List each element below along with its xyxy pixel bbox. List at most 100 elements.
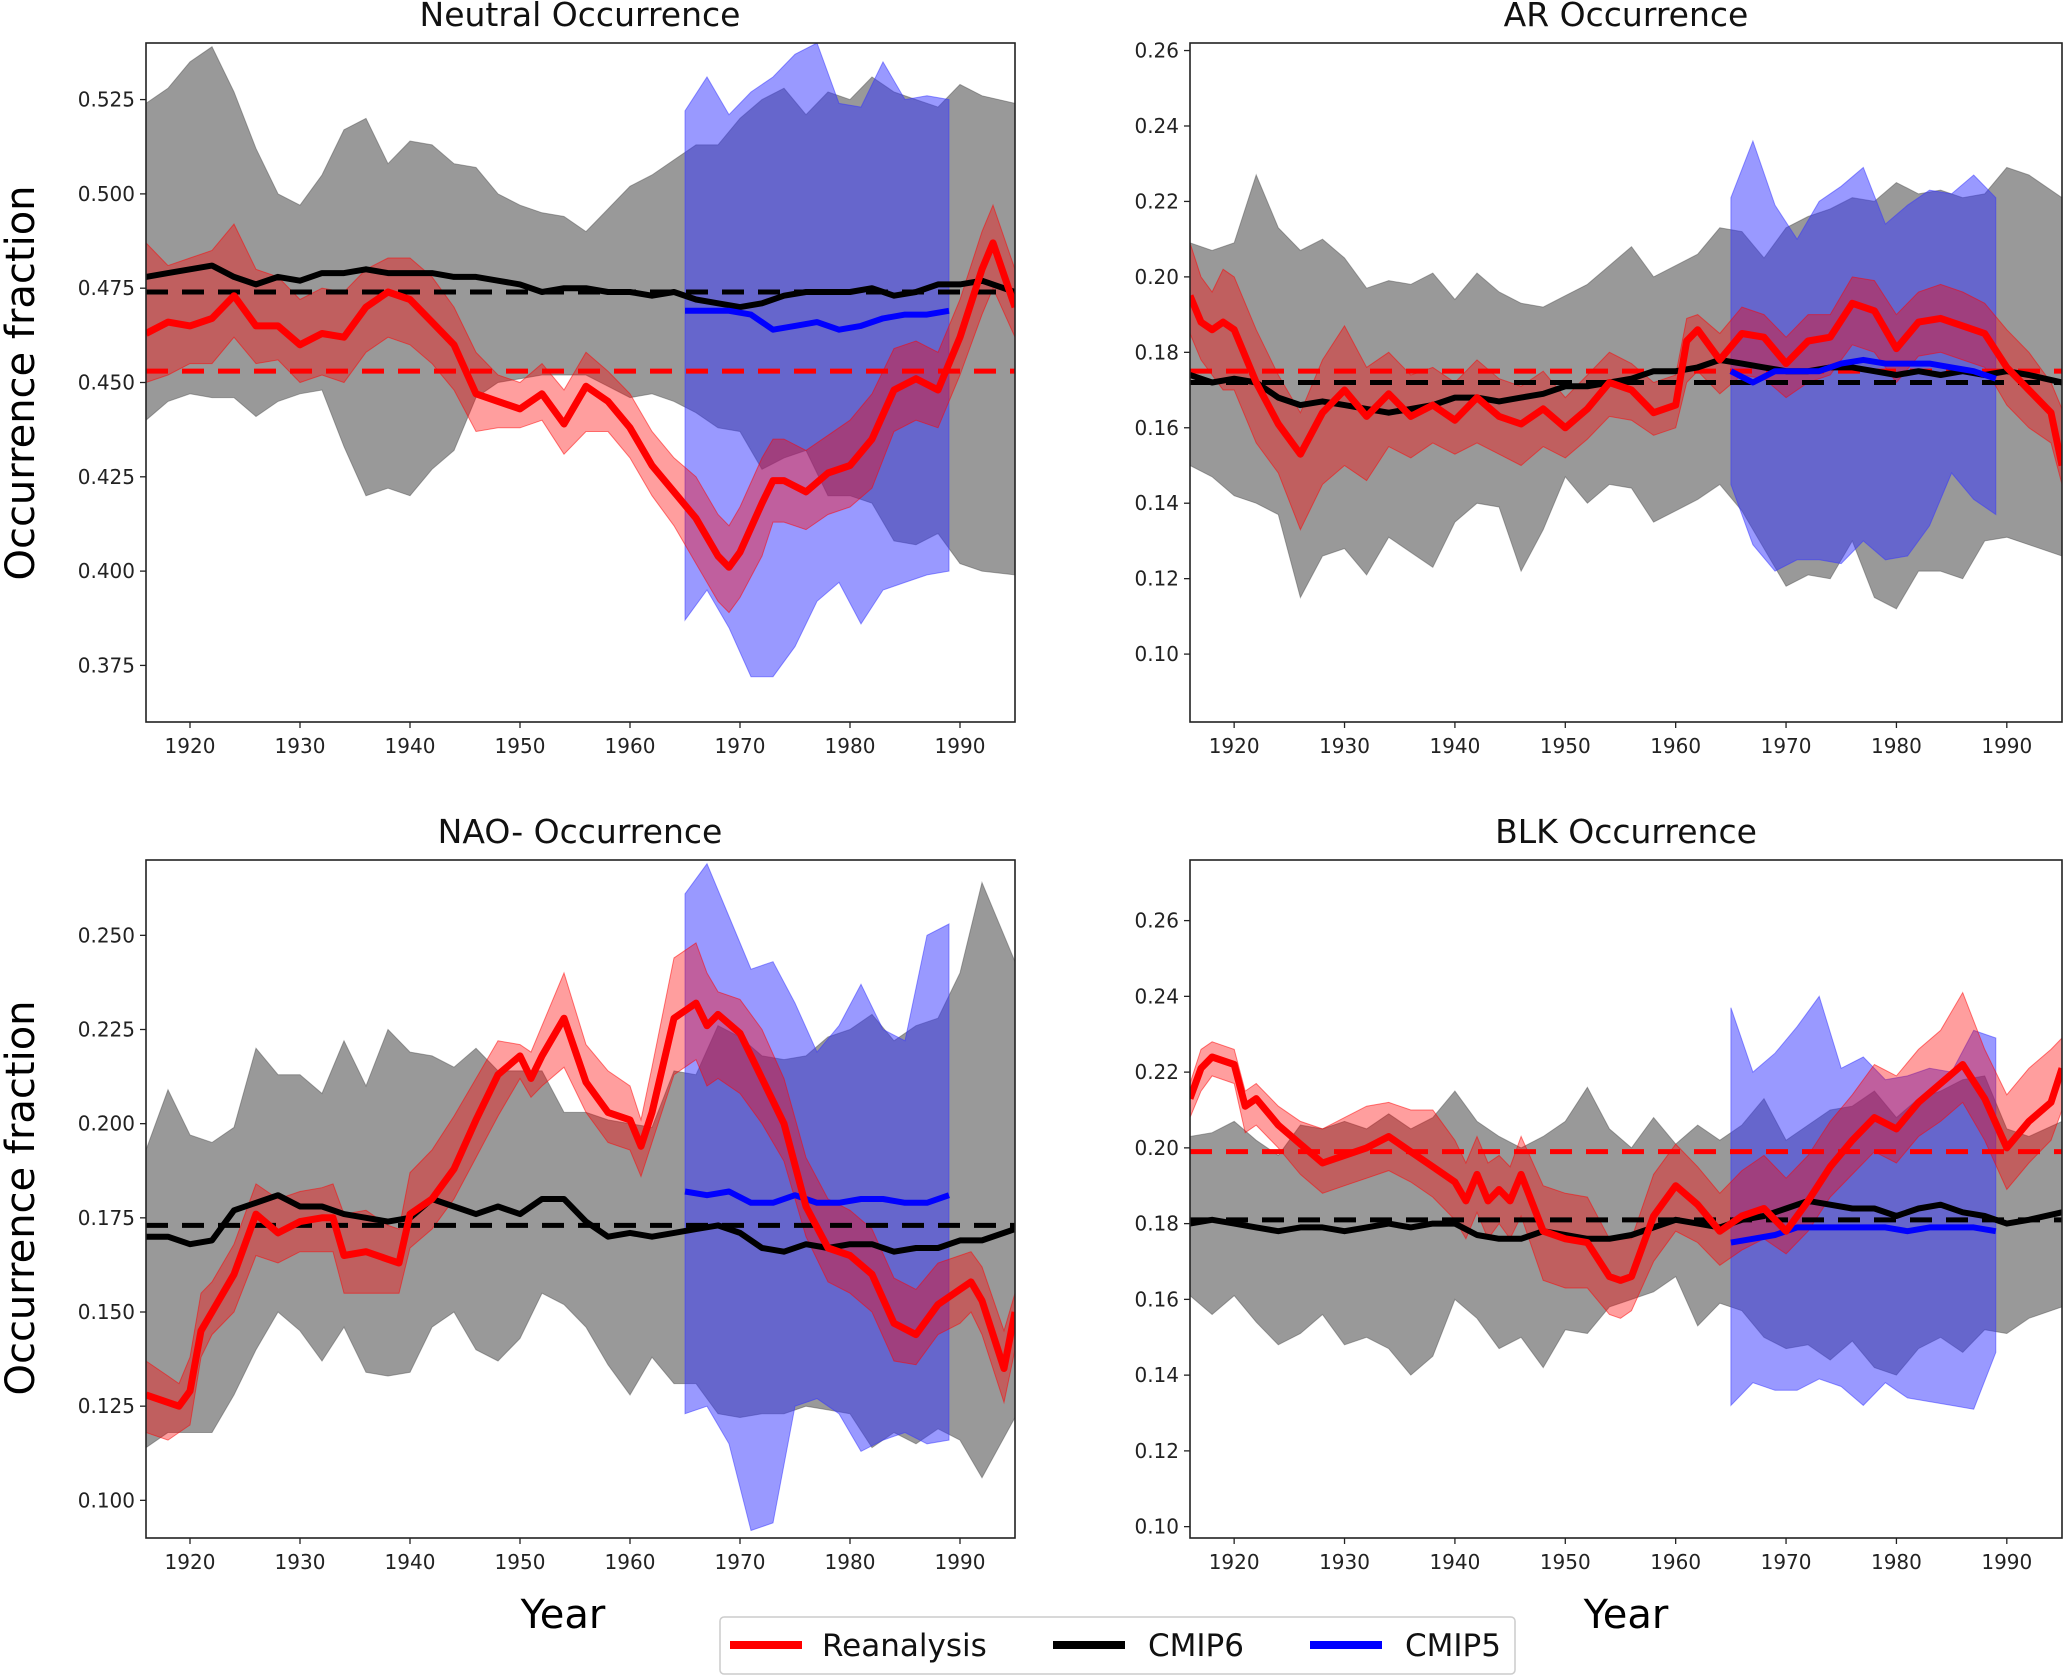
band-cmip5: [684, 862, 950, 1532]
y-tick-label: 0.375: [78, 653, 135, 677]
plot-content: [1190, 139, 2062, 610]
y-tick-label: 0.250: [78, 923, 135, 947]
x-tick-label: 1950: [1540, 734, 1591, 758]
y-tick-label: 0.16: [1134, 1287, 1179, 1311]
y-axis-label-bottom: Occurrence fraction: [0, 1000, 44, 1395]
y-tick-label: 0.12: [1134, 1439, 1179, 1463]
x-tick-label: 1930: [275, 1550, 326, 1574]
y-tick-label: 0.525: [78, 88, 135, 112]
line-reanalysis: [146, 999, 1015, 1410]
x-tick-label: 1950: [1540, 1550, 1591, 1574]
x-tick-label: 1980: [1871, 734, 1922, 758]
legend-label-cmip6: CMIP6: [1148, 1628, 1244, 1664]
y-tick-label: 0.175: [78, 1206, 135, 1230]
x-tick-label: 1990: [1981, 734, 2032, 758]
x-tick-label: 1950: [495, 734, 546, 758]
x-tick-label: 1990: [935, 734, 986, 758]
panel-ar-occurrence: 1920 1930 1940 1950 1960 1970 1980 1990 0.10 0.12…: [1134, 39, 2063, 758]
x-tick-label: 1950: [495, 1550, 546, 1574]
legend-label-cmip5: CMIP5: [1405, 1628, 1501, 1664]
panel-title-blk: BLK Occurrence: [1495, 812, 1757, 851]
band-reanalysis: [146, 942, 1015, 1441]
panel-title-ar: AR Occurrence: [1504, 0, 1749, 34]
plot-content: [1190, 991, 2062, 1410]
legend: Reanalysis CMIP6 CMIP5: [719, 1616, 1516, 1675]
line-reanalysis: [1190, 1053, 2062, 1284]
y-tick-label: 0.14: [1134, 491, 1179, 515]
y-tick-label: 0.22: [1134, 1060, 1179, 1084]
y-tick-label: 0.14: [1134, 1363, 1179, 1387]
x-axis-label-left: Year: [520, 1592, 606, 1638]
x-tick-label: 1940: [385, 734, 436, 758]
line-cmip5: [684, 1188, 950, 1206]
line-cmip6: [146, 262, 1015, 311]
y-tick-label: 0.18: [1134, 340, 1179, 364]
line-cmip6: [1190, 1197, 2062, 1242]
band-reanalysis: [1190, 991, 2062, 1319]
y-tick-label: 0.400: [78, 559, 135, 583]
line-cmip5: [1729, 356, 1997, 386]
line-reanalysis: [146, 239, 1015, 571]
panel-title-neutral: Neutral Occurrence: [420, 0, 741, 34]
x-tick-label: 1970: [715, 734, 766, 758]
x-tick-label: 1980: [825, 734, 876, 758]
y-tick-label: 0.10: [1134, 642, 1179, 666]
y-tick-label: 0.24: [1134, 984, 1179, 1008]
band-cmip5: [1730, 139, 1997, 572]
panel-blk-occurrence: 1920 1930 1940 1950 1960 1970 1980 1990 0.10 0.12…: [1134, 859, 2063, 1574]
band-cmip5: [1730, 995, 1997, 1410]
line-reanalysis: [1190, 294, 2062, 467]
panel-neutral-occurrence: 1920 1930 1940 1950 1960 1970 1980 1990 0.375 0.4…: [78, 42, 1016, 758]
x-tick-label: 1930: [1319, 734, 1370, 758]
x-tick-label: 1960: [1650, 734, 1701, 758]
x-tick-label: 1980: [1871, 1550, 1922, 1574]
y-tick-label: 0.26: [1134, 39, 1179, 63]
y-tick-label: 0.10: [1134, 1515, 1179, 1539]
plot-content: [146, 43, 1015, 678]
y-tick-label: 0.425: [78, 465, 135, 489]
x-tick-label: 1960: [605, 1550, 656, 1574]
y-tick-label: 0.500: [78, 182, 135, 206]
y-tick-label: 0.150: [78, 1300, 135, 1324]
y-tick-label: 0.20: [1134, 265, 1179, 289]
plot-content: [146, 862, 1015, 1532]
panel-title-nao-minus: NAO- Occurrence: [438, 812, 723, 851]
y-tick-label: 0.100: [78, 1488, 135, 1512]
y-tick-label: 0.18: [1134, 1212, 1179, 1236]
band-cmip5: [684, 43, 950, 678]
axes-frame: [1189, 859, 2063, 1539]
x-tick-label: 1990: [935, 1550, 986, 1574]
x-tick-label: 1920: [165, 1550, 216, 1574]
x-tick-label: 1930: [1319, 1550, 1370, 1574]
x-tick-label: 1920: [1209, 1550, 1260, 1574]
y-tick-label: 0.16: [1134, 416, 1179, 440]
y-tick-label: 0.450: [78, 371, 135, 395]
x-tick-label: 1980: [825, 1550, 876, 1574]
x-tick-label: 1940: [1429, 1550, 1480, 1574]
x-tick-label: 1970: [715, 1550, 766, 1574]
y-tick-label: 0.24: [1134, 114, 1179, 138]
x-tick-label: 1960: [605, 734, 656, 758]
line-cmip5: [685, 307, 950, 333]
x-tick-label: 1930: [275, 734, 326, 758]
x-tick-label: 1970: [1761, 734, 1812, 758]
y-tick-label: 0.26: [1134, 909, 1179, 933]
y-tick-label: 0.200: [78, 1112, 135, 1136]
x-tick-label: 1940: [1429, 734, 1480, 758]
x-tick-label: 1920: [165, 734, 216, 758]
legend-label-reanalysis: Reanalysis: [822, 1628, 987, 1664]
x-tick-label: 1990: [1981, 1550, 2032, 1574]
y-tick-label: 0.475: [78, 276, 135, 300]
line-cmip5: [1730, 1224, 1997, 1246]
line-cmip6: [146, 1192, 1015, 1255]
x-tick-label: 1970: [1761, 1550, 1812, 1574]
axes-frame: [1189, 42, 2063, 723]
x-tick-label: 1960: [1650, 1550, 1701, 1574]
y-tick-label: 0.125: [78, 1394, 135, 1418]
axes-frame: [145, 859, 1016, 1539]
x-tick-label: 1940: [385, 1550, 436, 1574]
panel-nao-minus-occurrence: 1920 1930 1940 1950 1960 1970 1980 1990 0.100 0.1…: [78, 859, 1016, 1574]
y-tick-label: 0.20: [1134, 1136, 1179, 1160]
y-tick-label: 0.22: [1134, 189, 1179, 213]
